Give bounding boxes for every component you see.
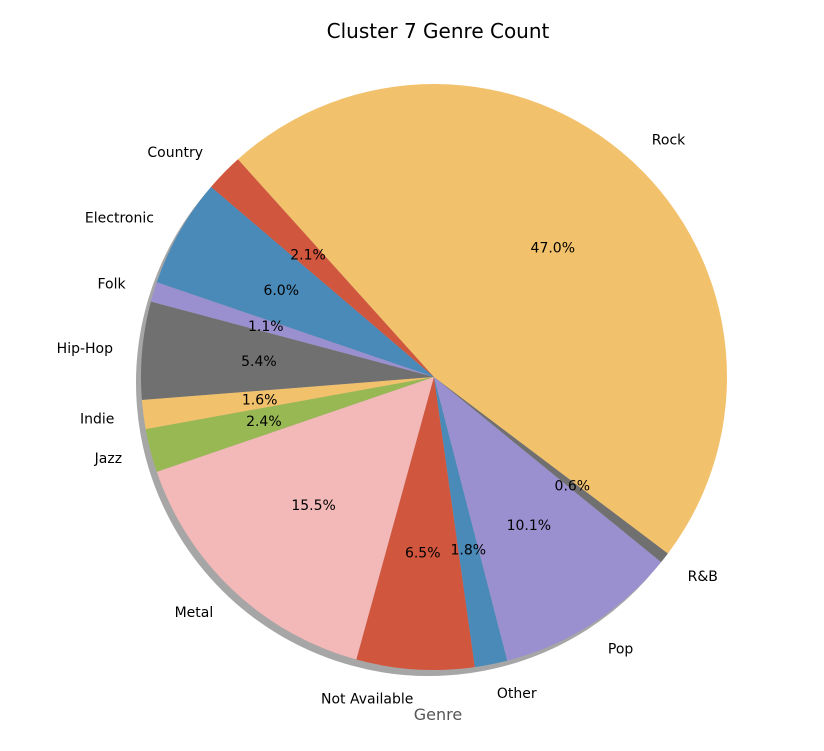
slice-label-electronic: Electronic [85,211,154,227]
slice-indie [141,377,434,430]
slice-electronic [156,186,434,377]
slice-label-indie: Indie [80,411,114,427]
slice-pop [434,377,662,661]
slice-folk [150,282,434,377]
slice-metal [156,377,434,660]
slice-rock [237,84,727,554]
slice-label-rock: Rock [652,132,686,148]
slice-pct-indie: 1.6% [242,393,278,409]
pie-slices [140,84,727,670]
slice-label-jazz: Jazz [94,451,122,467]
slice-label-country: Country [147,145,203,161]
slice-pct-metal: 15.5% [291,498,335,514]
slice-label-pop: Pop [608,641,634,657]
slice-jazz [145,377,434,472]
slice-pct-hip-hop: 5.4% [241,354,277,370]
slice-pct-r-b: 0.6% [555,478,591,494]
slice-pct-pop: 10.1% [507,518,551,534]
slice-pct-folk: 1.1% [248,319,284,335]
slice-country [211,159,434,377]
slice-label-not-available: Not Available [321,692,413,708]
slice-label-folk: Folk [97,276,126,292]
slice-pct-not-available: 6.5% [405,545,441,561]
slice-label-r-b: R&B [688,569,718,585]
chart-title: Cluster 7 Genre Count [327,19,550,43]
slice-not-available [356,377,475,670]
slice-pct-jazz: 2.4% [246,414,282,430]
slice-label-hip-hop: Hip-Hop [57,341,113,357]
slice-label-metal: Metal [175,605,214,621]
slice-r-b [434,377,668,563]
slice-pct-other: 1.8% [451,542,487,558]
slice-other [434,377,508,668]
slice-label-other: Other [497,686,537,702]
slice-pct-rock: 47.0% [531,240,575,256]
slice-pct-country: 2.1% [290,247,326,263]
pie-labels: Country 2.1% Electronic 6.0% Folk 1.1% Hip-Hop… [57,132,718,707]
slice-pct-electronic: 6.0% [263,283,299,299]
slice-hip-hop [140,301,434,401]
x-axis-label: Genre [414,705,462,724]
